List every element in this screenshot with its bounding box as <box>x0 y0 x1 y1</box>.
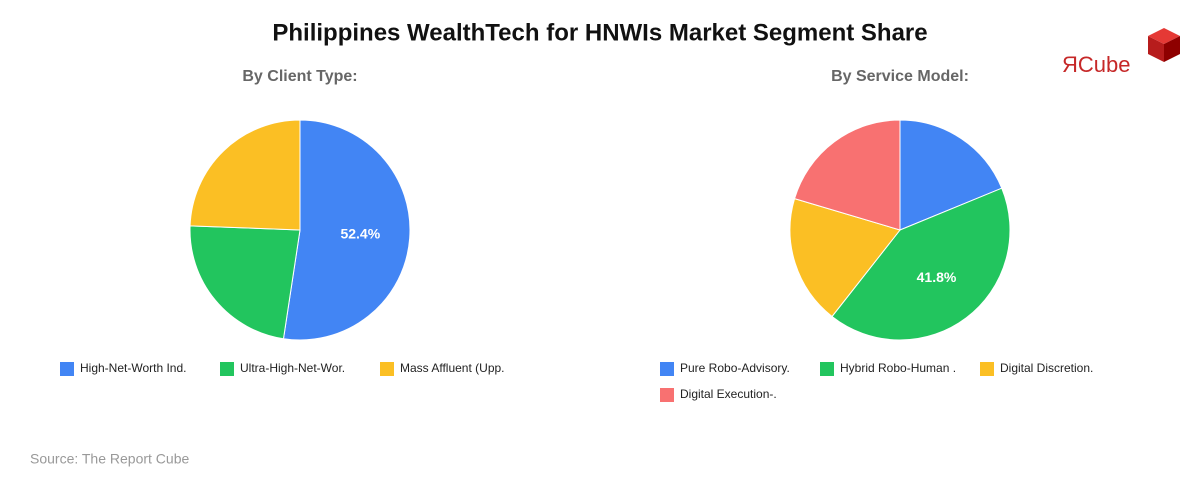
data-label: 41.8% <box>917 269 957 285</box>
page-title: Philippines WealthTech for HNWIs Market … <box>272 19 927 46</box>
legend-swatch <box>660 388 674 402</box>
legend-label: High-Net-Worth Ind. <box>80 361 186 375</box>
source: Source: The Report Cube <box>30 451 189 467</box>
pie-slice <box>282 119 411 341</box>
legend-swatch <box>660 362 674 376</box>
legend-label: Digital Execution-. <box>680 387 777 401</box>
pie-slice <box>189 225 301 340</box>
legend-swatch <box>820 362 834 376</box>
legend-swatch <box>60 362 74 376</box>
legend-label: Digital Discretion. <box>1000 361 1093 375</box>
legend-swatch <box>980 362 994 376</box>
chart-subtitle: By Client Type: <box>242 68 357 85</box>
legend-label: Pure Robo-Advisory. <box>680 361 790 375</box>
logo-cube <box>1148 28 1180 62</box>
pie-slice <box>789 198 901 318</box>
legend-swatch <box>380 362 394 376</box>
legend-swatch <box>220 362 234 376</box>
pie-slice <box>899 119 1003 231</box>
pie-slice <box>189 119 301 231</box>
data-label: 52.4% <box>340 225 380 241</box>
pie-slice <box>793 119 901 231</box>
legend-label: Mass Affluent (Upp. <box>400 361 505 375</box>
chart-subtitle: By Service Model: <box>831 68 969 85</box>
legend-label: Ultra-High-Net-Wor. <box>240 361 345 375</box>
logo: ЯCube <box>1062 52 1130 77</box>
legend-label: Hybrid Robo-Human . <box>840 361 956 375</box>
pie-slice <box>831 187 1011 341</box>
